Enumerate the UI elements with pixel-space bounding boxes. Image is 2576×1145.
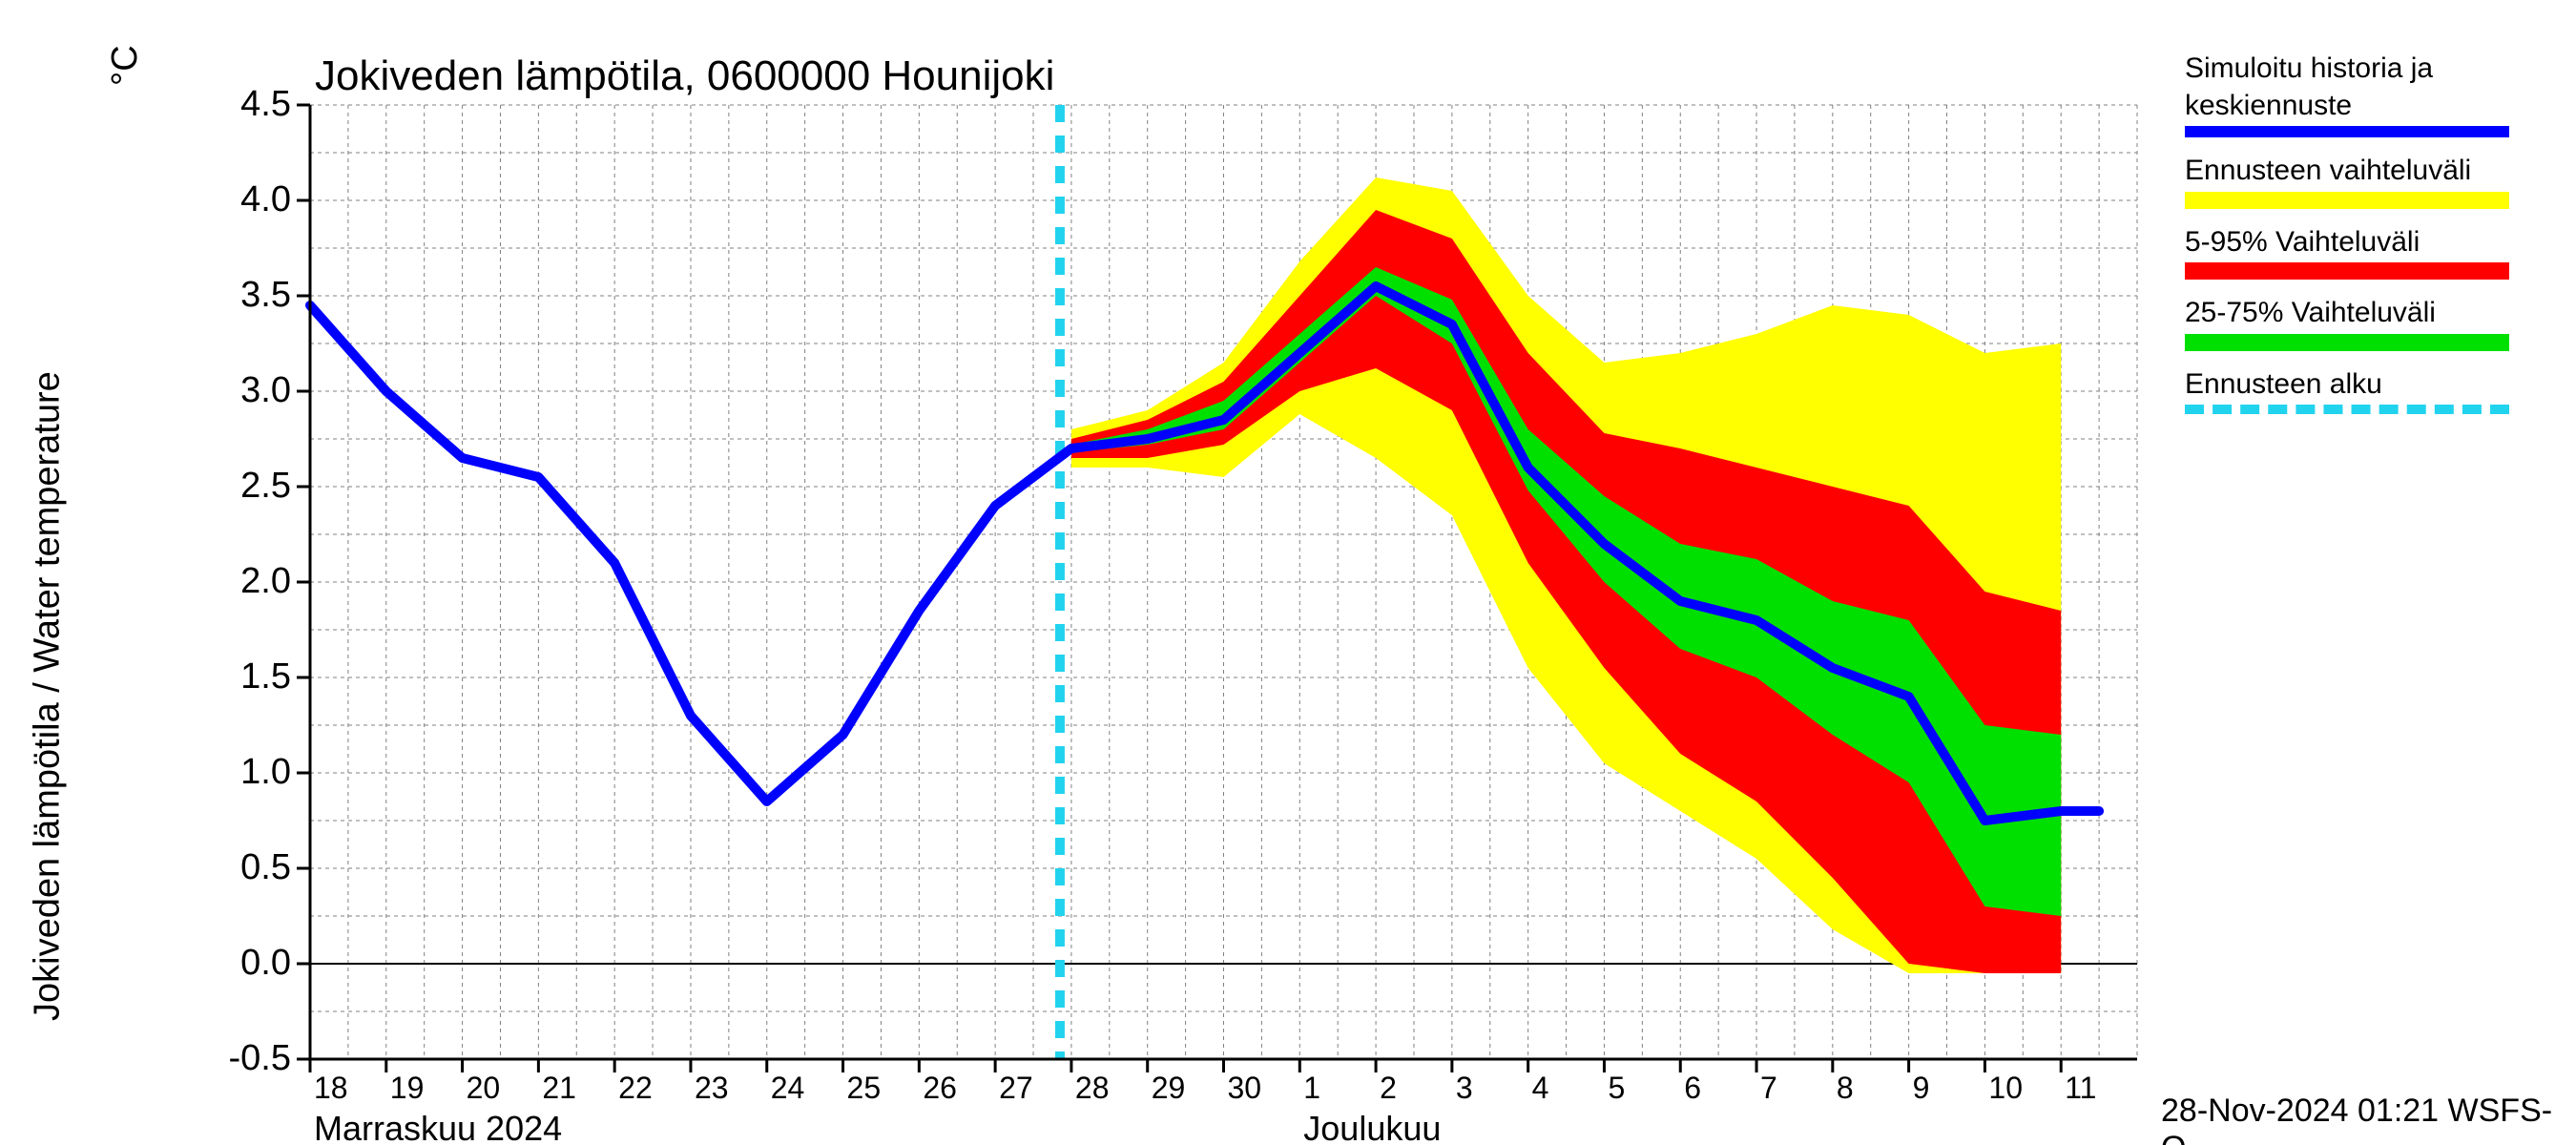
x-tick-label: 10 (1988, 1071, 2023, 1106)
legend-swatch (2185, 405, 2509, 414)
legend-swatch (2185, 126, 2509, 137)
legend: Simuloitu historia ja keskiennuste Ennuste… (2185, 52, 2509, 431)
x-tick-label: 1 (1303, 1071, 1320, 1106)
x-tick-label: 24 (771, 1071, 805, 1106)
x-tick-label: 5 (1608, 1071, 1625, 1106)
x-tick-label: 29 (1152, 1071, 1186, 1106)
y-tick-label: 0.5 (205, 847, 291, 888)
x-tick-label: 25 (847, 1071, 882, 1106)
legend-label: Ennusteen alku (2185, 368, 2509, 402)
footer-timestamp: 28-Nov-2024 01:21 WSFS-O (2161, 1093, 2576, 1145)
y-tick-label: 0.0 (205, 943, 291, 984)
x-tick-label: 18 (314, 1071, 348, 1106)
y-tick-label: 4.0 (205, 179, 291, 220)
month-label-fi: Marraskuu 2024 (314, 1109, 562, 1145)
x-tick-label: 30 (1228, 1071, 1262, 1106)
y-tick-label: 3.0 (205, 370, 291, 411)
x-tick-label: 26 (923, 1071, 957, 1106)
legend-swatch (2185, 192, 2509, 209)
y-tick-label: 2.0 (205, 561, 291, 602)
y-tick-label: 3.5 (205, 275, 291, 316)
x-tick-label: 21 (542, 1071, 576, 1106)
y-tick-label: 4.5 (205, 84, 291, 125)
legend-swatch (2185, 262, 2509, 280)
legend-label: keskiennuste (2185, 90, 2509, 123)
x-tick-label: 27 (999, 1071, 1033, 1106)
legend-label: Simuloitu historia ja (2185, 52, 2509, 86)
y-tick-label: 1.0 (205, 752, 291, 793)
x-tick-label: 19 (390, 1071, 425, 1106)
x-tick-label: 22 (618, 1071, 653, 1106)
y-axis-unit: °C (105, 45, 146, 86)
legend-swatch (2185, 334, 2509, 351)
legend-label: Ennusteen vaihteluväli (2185, 155, 2509, 188)
plot-area (310, 105, 2137, 1059)
x-tick-label: 11 (2065, 1071, 2096, 1106)
x-tick-label: 28 (1075, 1071, 1110, 1106)
legend-label: 25-75% Vaihteluväli (2185, 297, 2509, 330)
y-tick-label: -0.5 (205, 1038, 291, 1079)
x-tick-label: 7 (1760, 1071, 1777, 1106)
legend-label: 5-95% Vaihteluväli (2185, 226, 2509, 260)
x-tick-label: 23 (695, 1071, 729, 1106)
month-label-fi: Joulukuu (1303, 1109, 1441, 1145)
x-tick-label: 2 (1380, 1071, 1397, 1106)
y-tick-label: 1.5 (205, 656, 291, 697)
chart-root: Jokiveden lämpötila / Water temperature … (0, 0, 2576, 1145)
chart-title: Jokiveden lämpötila, 0600000 Hounijoki (315, 52, 1054, 100)
x-tick-label: 9 (1913, 1071, 1930, 1106)
y-axis-label: Jokiveden lämpötila / Water temperature (28, 371, 69, 1021)
x-tick-label: 8 (1837, 1071, 1854, 1106)
x-tick-label: 3 (1456, 1071, 1473, 1106)
y-tick-label: 2.5 (205, 466, 291, 507)
x-tick-label: 20 (467, 1071, 501, 1106)
x-tick-label: 6 (1684, 1071, 1701, 1106)
x-tick-label: 4 (1532, 1071, 1549, 1106)
